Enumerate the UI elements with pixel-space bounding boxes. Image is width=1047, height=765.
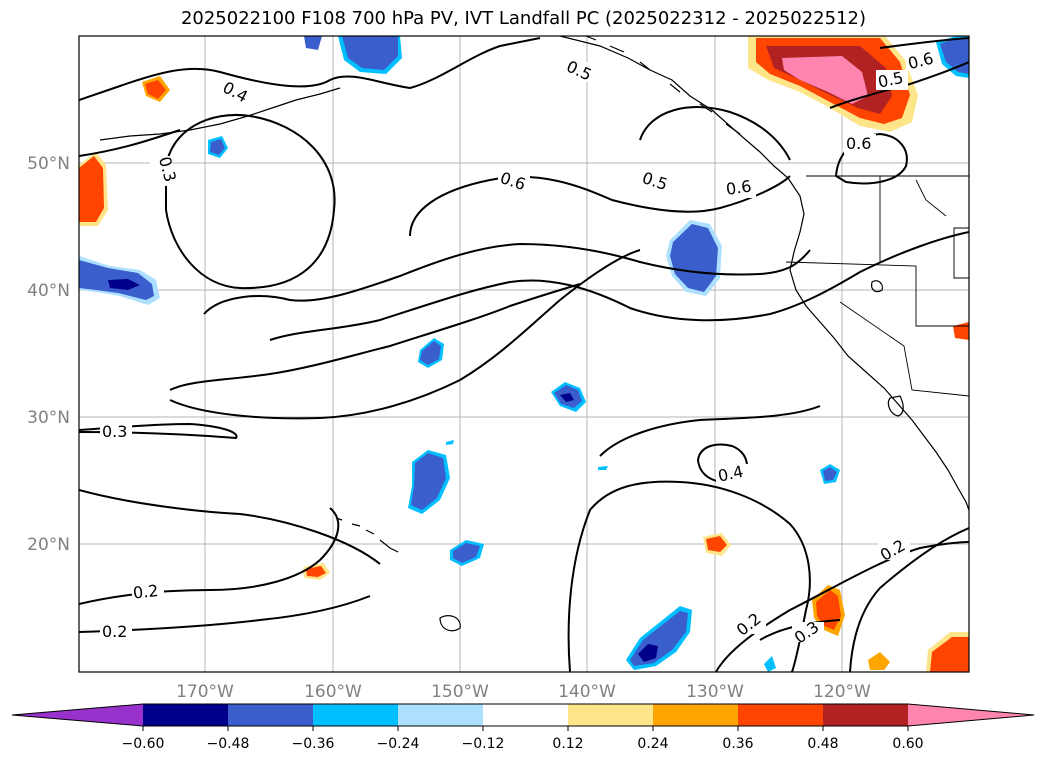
lon-label-170w: 170°W xyxy=(176,682,234,702)
pv-contours xyxy=(79,37,969,672)
lon-label-140w: 140°W xyxy=(558,682,616,702)
lon-label-150w: 150°W xyxy=(431,682,489,702)
borders xyxy=(785,175,969,397)
lon-label-160w: 160°W xyxy=(304,682,362,702)
anomaly-fills xyxy=(79,36,969,672)
contour-label: 0.6 xyxy=(725,177,753,199)
map-area xyxy=(79,36,969,672)
contour-label: 0.2 xyxy=(102,622,127,641)
colorbar-tick-label: −0.48 xyxy=(207,736,250,752)
colorbar-segment xyxy=(228,704,313,726)
colorbar-tick-label: 0.24 xyxy=(637,736,668,752)
contour-label: 0.6 xyxy=(846,134,871,153)
colorbar-tick-label: −0.12 xyxy=(462,736,505,752)
colorbar-tick-label: 0.60 xyxy=(892,736,923,752)
colorbar-tick-label: 0.48 xyxy=(807,736,838,752)
lon-label-120w: 120°W xyxy=(813,682,871,702)
colorbar-segment xyxy=(143,704,228,726)
colorbar-tick-label: −0.24 xyxy=(377,736,420,752)
contour-label: 0.5 xyxy=(876,68,905,92)
lat-label-20n: 20°N xyxy=(27,535,70,555)
lat-label-50n: 50°N xyxy=(27,154,70,174)
colorbar-segment xyxy=(313,704,398,726)
map-title: 2025022100 F108 700 hPa PV, IVT Landfall… xyxy=(180,8,867,29)
coastlines xyxy=(99,36,969,632)
contour-label: 0.3 xyxy=(102,422,127,441)
colorbar-extend-min xyxy=(12,704,143,726)
colorbar-segment xyxy=(398,704,483,726)
colorbar-tick-label: −0.36 xyxy=(292,736,335,752)
contour-label: 0.2 xyxy=(132,581,159,603)
colorbar-tick-label: 0.12 xyxy=(552,736,583,752)
lat-label-40n: 40°N xyxy=(27,281,70,301)
latitude-labels: 50°N 40°N 30°N 20°N xyxy=(27,154,70,555)
colorbar-extend-max xyxy=(908,704,1034,726)
contour-label: 0.4 xyxy=(716,462,745,486)
lon-label-130w: 130°W xyxy=(686,682,744,702)
colorbar-tick-label: 0.36 xyxy=(722,736,753,752)
colorbar-tick-label: −0.60 xyxy=(122,736,165,752)
longitude-labels: 170°W 160°W 150°W 140°W 130°W 120°W xyxy=(176,682,871,702)
colorbar-segment xyxy=(738,704,823,726)
colorbar-segment xyxy=(653,704,738,726)
graticule xyxy=(79,36,969,672)
map-frame xyxy=(78,35,970,673)
colorbar-segment xyxy=(823,704,908,726)
lat-label-30n: 30°N xyxy=(27,408,70,428)
colorbar-segment xyxy=(483,704,568,726)
colorbar-segment xyxy=(568,704,653,726)
colorbar: −0.60 −0.48 −0.36 −0.24 −0.12 0.12 0.24 0.36 0.4… xyxy=(11,703,1035,752)
